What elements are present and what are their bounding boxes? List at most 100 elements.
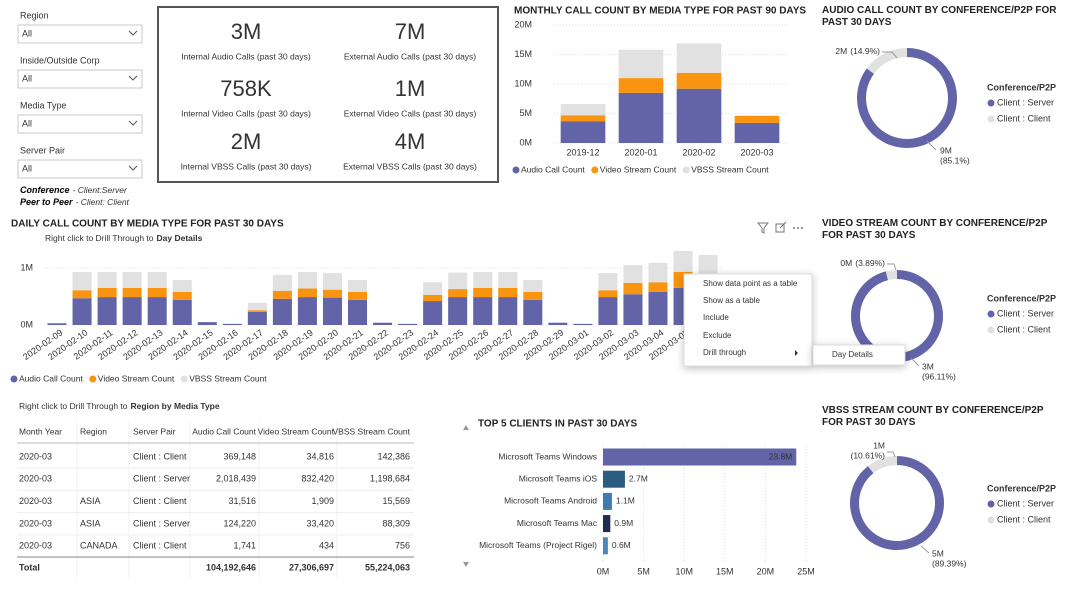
menu-item[interactable]: Drill through bbox=[703, 348, 746, 357]
column-header[interactable]: Audio Call Count bbox=[192, 426, 256, 436]
legend-label: Client : Client bbox=[997, 514, 1051, 524]
bar-segment bbox=[448, 297, 468, 325]
filter-dropdown[interactable] bbox=[17, 114, 143, 134]
bar-segment bbox=[618, 92, 664, 143]
bar-segment bbox=[347, 291, 368, 300]
legend-label: Client : Client bbox=[997, 324, 1051, 334]
legend-label: Client : Server bbox=[997, 97, 1054, 107]
legend-note: Conference - Client:Server bbox=[20, 185, 128, 195]
bar-segment bbox=[272, 298, 292, 325]
scroll-down[interactable] bbox=[463, 562, 469, 567]
filter-dropdown[interactable] bbox=[17, 159, 143, 179]
table-cell: Client : Client bbox=[133, 496, 187, 506]
submenu-item[interactable]: Day Details bbox=[832, 350, 873, 359]
y-tick-label: 5M bbox=[519, 108, 532, 118]
y-tick-label: Microsoft Teams Mac bbox=[517, 518, 598, 528]
column-header[interactable]: Video Stream Count bbox=[258, 426, 335, 436]
filter-dropdown[interactable] bbox=[17, 69, 143, 89]
more-icon[interactable] bbox=[801, 227, 803, 229]
total-cell: 55,224,063 bbox=[365, 562, 410, 572]
kpi-value: 758K bbox=[220, 76, 272, 101]
menu-item[interactable]: Include bbox=[703, 313, 729, 322]
bar-segment bbox=[247, 310, 267, 312]
y-tick-label: Microsoft Teams Windows bbox=[498, 451, 597, 461]
more-icon[interactable] bbox=[793, 227, 795, 229]
leader-line bbox=[882, 51, 898, 59]
x-tick-label: 2019-12 bbox=[566, 147, 599, 157]
y-tick-label: Microsoft Teams iOS bbox=[519, 473, 598, 483]
note-term: Conference bbox=[20, 185, 70, 195]
filter-value: All bbox=[22, 163, 32, 173]
bar-segment bbox=[373, 322, 393, 325]
legend-marker bbox=[987, 326, 995, 334]
bar-segment bbox=[448, 272, 468, 290]
kpi-value: 4M bbox=[395, 129, 426, 154]
bar-segment bbox=[618, 49, 664, 79]
menu-item[interactable]: Show as a table bbox=[703, 296, 760, 305]
subtitle-link: Day Details bbox=[157, 233, 203, 243]
x-tick-label: 0M bbox=[597, 566, 610, 576]
bar-segment bbox=[147, 287, 167, 298]
y-tick-label: 20M bbox=[514, 19, 532, 29]
chart-title: TOP 5 CLIENTS IN PAST 30 DAYS bbox=[478, 419, 637, 430]
y-tick-label: Microsoft Teams Android bbox=[504, 496, 597, 506]
bar-segment bbox=[322, 273, 342, 290]
kpi-label: External Audio Calls (past 30 days) bbox=[344, 51, 476, 61]
bar-segment bbox=[473, 297, 493, 325]
filter-dropdown[interactable] bbox=[17, 24, 143, 44]
table-cell: 124,220 bbox=[223, 518, 256, 528]
table-cell: 31,516 bbox=[228, 496, 256, 506]
table-cell: ASIA bbox=[80, 496, 101, 506]
kpi-value: 3M bbox=[231, 19, 262, 44]
bar bbox=[603, 537, 608, 555]
column-header[interactable]: Server Pair bbox=[133, 426, 176, 436]
legend-marker bbox=[987, 500, 995, 508]
more-icon[interactable] bbox=[797, 227, 799, 229]
menu-item[interactable]: Exclude bbox=[703, 331, 732, 340]
legend-note: Peer to Peer - Client: Client bbox=[20, 197, 130, 207]
bar-segment bbox=[734, 122, 780, 143]
bar-segment bbox=[734, 115, 780, 123]
legend-marker bbox=[89, 375, 97, 383]
bar-segment bbox=[172, 291, 192, 300]
bar-segment bbox=[122, 287, 142, 298]
total-cell: 27,306,697 bbox=[289, 562, 334, 572]
legend-marker bbox=[512, 166, 520, 174]
scroll-up[interactable] bbox=[463, 425, 469, 430]
filter-label: Server Pair bbox=[20, 145, 65, 155]
bar-segment bbox=[548, 322, 568, 325]
context-menu bbox=[683, 273, 813, 367]
bar-segment bbox=[523, 279, 543, 292]
note-text: - Client: Client bbox=[76, 197, 130, 207]
column-header[interactable]: Region bbox=[80, 426, 107, 436]
x-tick-label: 2020-02 bbox=[682, 147, 715, 157]
focus-icon[interactable] bbox=[775, 221, 787, 233]
y-tick-label: 0M bbox=[20, 319, 33, 329]
table-cell: 832,420 bbox=[301, 474, 334, 484]
legend-label: Client : Server bbox=[997, 498, 1054, 508]
table-cell: 15,569 bbox=[382, 496, 410, 506]
filter-icon[interactable] bbox=[756, 222, 770, 234]
table-cell: 33,420 bbox=[306, 518, 334, 528]
kpi-label: Internal Video Calls (past 30 days) bbox=[181, 108, 311, 118]
column-header[interactable]: Month Year bbox=[19, 426, 62, 436]
bar-segment bbox=[172, 279, 192, 292]
note-link: Region by Media Type bbox=[131, 401, 220, 411]
data-label: (89.39%) bbox=[932, 558, 967, 568]
bar-segment bbox=[247, 302, 267, 311]
bar-segment bbox=[498, 297, 518, 325]
bar bbox=[603, 492, 612, 510]
note-text: Right click to Drill Through to bbox=[19, 401, 128, 411]
y-tick-label: 1M bbox=[20, 262, 33, 272]
legend-marker bbox=[180, 375, 188, 383]
filter-label: Media Type bbox=[20, 100, 66, 110]
bar-segment bbox=[347, 279, 368, 292]
kpi-label: External Video Calls (past 30 days) bbox=[344, 108, 477, 118]
table-cell: 369,148 bbox=[223, 451, 256, 461]
menu-item[interactable]: Show data point as a table bbox=[703, 279, 798, 288]
y-tick-label: 15M bbox=[514, 49, 532, 59]
column-header[interactable]: VBSS Stream Count bbox=[333, 426, 411, 436]
table-cell: 2,018,439 bbox=[216, 474, 256, 484]
legend-marker bbox=[987, 516, 995, 524]
bar-segment bbox=[122, 297, 142, 325]
